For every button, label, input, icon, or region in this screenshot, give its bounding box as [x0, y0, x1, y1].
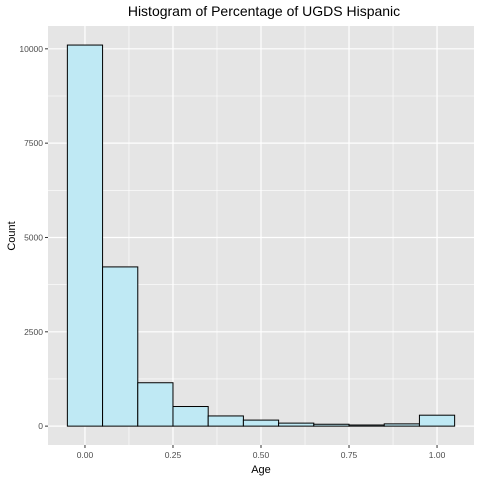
histogram-bar — [242, 419, 280, 427]
histogram-bar — [418, 414, 456, 427]
histogram-bar — [172, 406, 209, 427]
y-tick-label: 10000 — [19, 44, 43, 54]
x-tick-label: 0.75 — [341, 450, 358, 460]
histogram-bar — [278, 422, 315, 427]
y-tick-label: 5000 — [24, 232, 43, 242]
y-tick-label: 2500 — [24, 327, 43, 337]
y-axis: 0 2500 5000 7500 10000 — [19, 44, 48, 431]
x-tick-label: 1.00 — [429, 450, 446, 460]
histogram-bar — [102, 266, 139, 427]
histogram-bars — [66, 44, 456, 427]
histogram-bar — [137, 382, 174, 427]
y-axis-title: Count — [6, 221, 18, 250]
y-tick-label: 7500 — [24, 138, 43, 148]
x-axis-title: Age — [251, 464, 271, 476]
x-tick-label: 0.00 — [77, 450, 94, 460]
histogram-bar — [383, 423, 420, 427]
x-axis: 0.00 0.25 0.50 0.75 1.00 — [77, 445, 446, 460]
chart-title: Histogram of Percentage of UGDS Hispanic — [128, 3, 400, 19]
y-tick-label: 0 — [38, 421, 43, 431]
histogram-bar — [207, 415, 244, 427]
histogram-bar — [313, 423, 350, 427]
histogram-bar — [348, 424, 385, 427]
x-tick-label: 0.25 — [165, 450, 182, 460]
x-tick-label: 0.50 — [253, 450, 270, 460]
histogram-bar — [66, 44, 104, 427]
